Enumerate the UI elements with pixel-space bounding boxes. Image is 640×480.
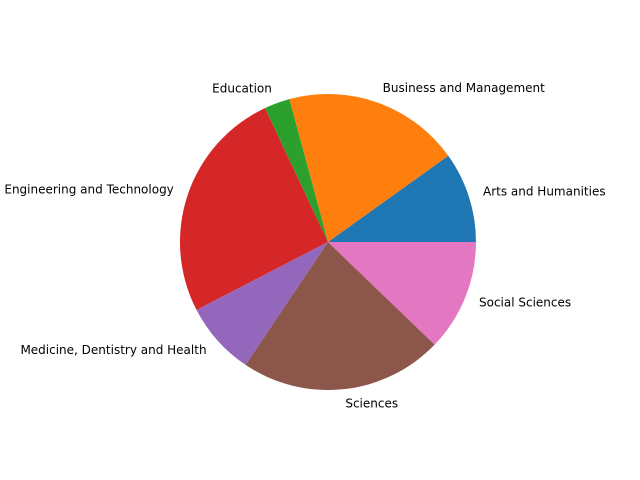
pie-slice-education — [264, 99, 328, 242]
pie-slice-business-and-management — [289, 94, 449, 243]
pie-slice-sciences — [245, 242, 435, 390]
pie-slice-medicine-dentistry-and-health — [196, 242, 328, 365]
slice-label-engineering-and-technology: Engineering and Technology — [4, 182, 173, 196]
slice-label-social-sciences: Social Sciences — [479, 295, 571, 309]
labels-layer: Arts and Humanities Business and Manageme… — [4, 81, 605, 410]
slice-label-business-and-management: Business and Management — [383, 81, 545, 95]
slice-label-arts-and-humanities: Arts and Humanities — [483, 185, 606, 199]
pie-slice-arts-and-humanities — [328, 155, 476, 242]
slices-layer — [179, 94, 476, 390]
slice-label-sciences: Sciences — [345, 396, 398, 410]
slice-label-education: Education — [212, 82, 272, 96]
slice-label-medicine-dentistry-and-health: Medicine, Dentistry and Health — [20, 343, 206, 357]
pie-slice-social-sciences — [328, 242, 476, 345]
pie-slice-engineering-and-technology — [179, 108, 328, 311]
